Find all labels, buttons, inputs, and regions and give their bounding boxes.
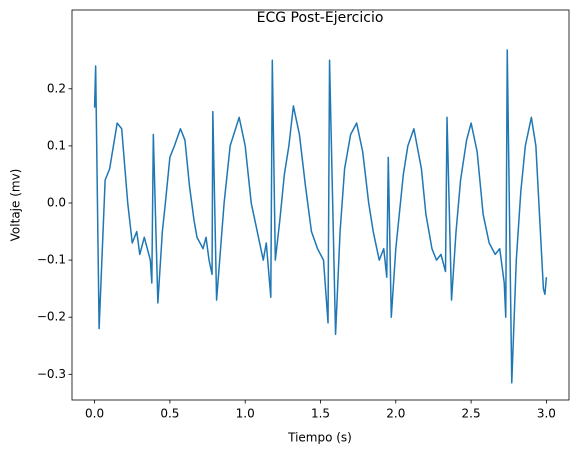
- x-axis-label: Tiempo (s): [287, 431, 352, 445]
- y-axis-label: Voltaje (mv): [9, 169, 23, 242]
- x-tick-label: 1.5: [311, 407, 330, 421]
- y-tick-label: 0.0: [47, 196, 66, 210]
- y-tick-label: 0.2: [47, 81, 66, 95]
- y-tick-label: −0.3: [37, 367, 66, 381]
- x-tick-label: 0.0: [85, 407, 104, 421]
- x-tick-label: 3.0: [537, 407, 556, 421]
- x-tick-label: 1.0: [236, 407, 255, 421]
- chart-title: ECG Post-Ejercicio: [257, 10, 384, 26]
- x-tick-label: 0.5: [160, 407, 179, 421]
- ecg-line: [93, 49, 548, 384]
- x-tick-label: 2.5: [462, 407, 481, 421]
- axes-frame: [71, 9, 570, 401]
- y-tick-label: −0.2: [37, 310, 66, 324]
- y-tick-label: 0.1: [47, 138, 66, 152]
- x-tick-label: 2.0: [386, 407, 405, 421]
- y-tick-label: −0.1: [37, 253, 66, 267]
